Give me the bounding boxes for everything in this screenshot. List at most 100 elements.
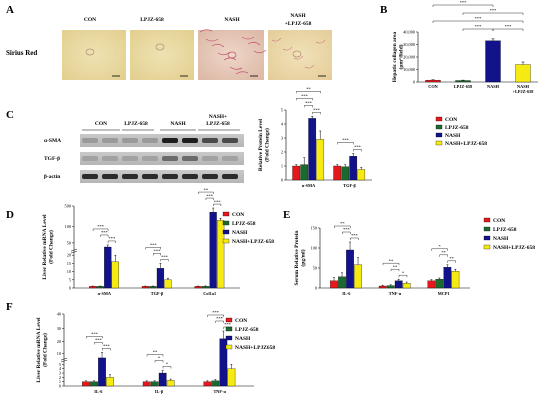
legend-swatch xyxy=(483,244,491,250)
fibrosis-strand xyxy=(271,37,282,42)
significance-bracket xyxy=(198,191,214,195)
axis-break xyxy=(60,357,68,363)
histology-con xyxy=(62,30,126,80)
blot-band xyxy=(222,156,238,161)
significance-bracket xyxy=(304,105,313,108)
significance-label: *** xyxy=(216,316,224,321)
bar xyxy=(149,286,157,289)
panel-a-row-label: Sirius Red xyxy=(6,49,37,57)
blot-header: NASH xyxy=(170,121,186,127)
legend-label: NASH xyxy=(445,133,461,139)
significance-label: *** xyxy=(305,101,313,106)
significance-bracket xyxy=(102,348,111,351)
legend-label: NASH+LPJZ-658 xyxy=(493,245,535,251)
bar xyxy=(104,246,112,289)
bar xyxy=(300,164,309,181)
blot-band xyxy=(102,156,118,161)
y-tick-label: 4 xyxy=(59,366,62,371)
significance-bracket xyxy=(431,248,448,251)
y-axis-label: Liver Relative mRNA Level(Fold Change) xyxy=(36,317,49,383)
significance-label: *** xyxy=(343,227,351,232)
y-tick-label: 0 xyxy=(69,286,71,291)
x-tick-label: TNF-α xyxy=(213,389,226,394)
y-tick-label: 10,000 xyxy=(403,67,415,73)
blot-band xyxy=(82,138,98,143)
x-tick-label: IL-6 xyxy=(94,389,103,394)
panel-letter-d: D xyxy=(6,209,14,221)
x-tick-label: TNF-α xyxy=(389,291,402,296)
legend-swatch xyxy=(222,220,230,226)
legend-label: CON xyxy=(235,318,247,324)
bar xyxy=(435,279,444,289)
significance-label: ** xyxy=(153,350,158,355)
blot-header: LPJZ-658 xyxy=(124,121,148,127)
fibrosis-strand xyxy=(223,57,237,61)
vessel-mark xyxy=(155,43,165,51)
significance-bracket xyxy=(162,366,172,369)
x-tick-label: α-SMA xyxy=(98,291,112,296)
bar xyxy=(202,286,210,289)
x-tick-label: TGF-β xyxy=(343,183,356,188)
y-tick-label: 10 xyxy=(57,351,61,356)
legend-swatch xyxy=(483,235,491,241)
significance-bracket xyxy=(350,237,359,240)
y-tick-label: 10 xyxy=(67,269,71,274)
y-tick-label: 100 xyxy=(65,224,71,229)
legend-swatch xyxy=(222,211,230,217)
significance-label: ** xyxy=(393,264,398,269)
significance-bracket xyxy=(154,360,164,363)
bar xyxy=(96,286,104,289)
bar xyxy=(194,286,202,289)
bar xyxy=(330,280,338,289)
bar xyxy=(292,165,301,181)
significance-bracket xyxy=(432,20,524,23)
significance-label: *** xyxy=(212,310,220,315)
legend-label: CON xyxy=(232,212,244,218)
fibrosis-strand xyxy=(304,64,315,69)
significance-bracket xyxy=(462,12,524,15)
legend-label: NASH xyxy=(235,336,251,342)
fibrosis-strand xyxy=(217,51,231,56)
blot-row-label: TGF-β xyxy=(44,156,60,162)
y-tick-label: 40,000 xyxy=(403,30,415,36)
bar xyxy=(82,381,90,387)
legend-label: CON xyxy=(493,218,505,224)
significance-bracket xyxy=(153,253,161,256)
significance-label: *** xyxy=(154,249,162,254)
x-tick-label: NASH +LPJZ-658 xyxy=(513,84,534,94)
blot-band xyxy=(202,138,218,143)
bar xyxy=(211,380,220,387)
y-tick-label: 0 xyxy=(413,80,415,85)
significance-label: ** xyxy=(340,221,345,226)
blot-band xyxy=(202,156,218,161)
legend-swatch xyxy=(435,132,443,138)
legend-swatch xyxy=(222,238,230,244)
bar xyxy=(427,280,436,289)
fibrosis-strand xyxy=(247,41,261,46)
significance-bracket xyxy=(334,225,351,228)
panel-a-col-label-1: LPJZ-658 xyxy=(140,17,164,23)
significance-label: * xyxy=(166,362,169,367)
significance-label: *** xyxy=(354,145,362,150)
bar xyxy=(150,381,159,387)
x-tick-label: LPJZ-658 xyxy=(454,84,472,89)
histology-nash xyxy=(198,30,264,80)
significance-label: *** xyxy=(95,338,103,343)
significance-label: ** xyxy=(204,187,209,192)
significance-bracket xyxy=(215,320,224,323)
bar xyxy=(158,372,167,387)
significance-label: *** xyxy=(214,199,222,204)
blot-row-label: α-SMA xyxy=(44,138,61,144)
x-tick-label: TGF-β xyxy=(151,291,164,296)
legend-swatch xyxy=(225,326,233,332)
y-tick-label: 20 xyxy=(67,253,71,258)
bar xyxy=(346,249,354,289)
legend-label: NASH xyxy=(232,230,248,236)
significance-bracket xyxy=(447,260,456,263)
legend-label: CON xyxy=(445,117,457,123)
y-tick-label: 5 xyxy=(69,277,71,282)
y-tick-label: 4 xyxy=(281,122,284,127)
y-tick-label: 50 xyxy=(313,266,317,271)
